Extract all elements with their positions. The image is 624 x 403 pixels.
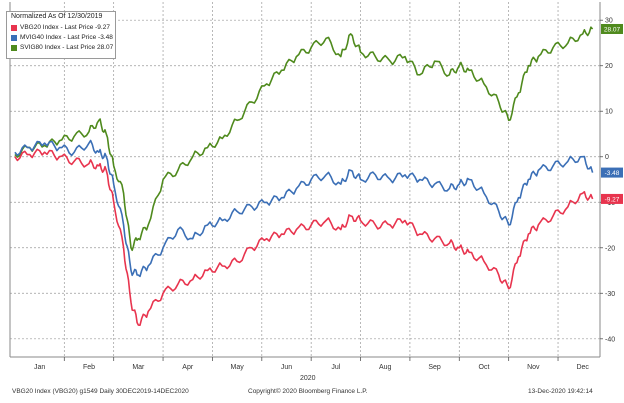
legend-swatch-mvig40 xyxy=(11,34,17,41)
end-labels: 28.07 -3.48 -9.27 xyxy=(601,23,623,204)
x-tick-label: Jun xyxy=(281,364,292,371)
legend-item-mvig40: MVIG40 Index - Last Price -3.48 xyxy=(11,33,113,42)
last-value-label: -3.48 xyxy=(605,170,620,177)
x-tick-label: Aug xyxy=(379,364,392,371)
x-axis: Jan Feb Mar Apr May Jun Jul Aug Sep Oct Nov Dec xyxy=(34,357,589,371)
last-value-tag xyxy=(601,193,623,204)
last-value-tag xyxy=(601,23,623,34)
y-tick-label: 20 xyxy=(605,63,613,70)
last-value-tag xyxy=(601,167,623,178)
series-line xyxy=(14,139,594,278)
x-tick-label: Feb xyxy=(83,364,95,371)
x-tick-label: Nov xyxy=(527,364,540,371)
legend-label-vbg20: VBG20 Index - Last Price -9.27 xyxy=(20,24,110,31)
x-tick-label: Jan xyxy=(34,364,45,371)
y-tick-label: -40 xyxy=(605,336,615,343)
legend-label-mvig40: MVIG40 Index - Last Price -3.48 xyxy=(20,34,113,41)
legend: Normalized As Of 12/30/2019 VBG20 Index … xyxy=(6,11,116,59)
legend-label-svig80: SVIG80 Index - Last Price 28.07 xyxy=(20,44,114,51)
series-line xyxy=(14,26,594,252)
footer-center: Copyright© 2020 Bloomberg Finance L.P. xyxy=(248,388,368,395)
x-tick-label: May xyxy=(230,364,244,371)
x-tick-label: Sep xyxy=(428,364,441,371)
series-line xyxy=(14,148,594,326)
y-tick-label: 10 xyxy=(605,109,613,116)
x-tick-label: Apr xyxy=(182,364,194,371)
legend-swatch-svig80 xyxy=(11,44,17,51)
x-tick-label: Dec xyxy=(576,364,589,371)
legend-item-svig80: SVIG80 Index - Last Price 28.07 xyxy=(11,43,113,52)
series-layer xyxy=(14,26,594,326)
y-tick-label: 30 xyxy=(605,18,613,25)
x-tick-label: Jul xyxy=(331,364,340,371)
x-axis-title: 2020 xyxy=(300,375,316,382)
footer-right: 13-Dec-2020 19:42:14 xyxy=(528,388,593,395)
legend-swatch-vbg20 xyxy=(11,24,17,31)
legend-item-vbg20: VBG20 Index - Last Price -9.27 xyxy=(11,23,110,32)
y-tick-label: -30 xyxy=(605,291,615,298)
footer-left: VBG20 Index (VBG20) g1549 Daily 30DEC201… xyxy=(12,388,189,395)
y-tick-label: -20 xyxy=(605,245,615,252)
last-value-label: -9.27 xyxy=(605,196,620,203)
x-tick-label: Mar xyxy=(132,364,145,371)
y-tick-label: 0 xyxy=(605,154,609,161)
x-tick-label: Oct xyxy=(479,364,490,371)
last-value-label: 28.07 xyxy=(604,26,621,33)
legend-title: Normalized As Of 12/30/2019 xyxy=(11,13,103,20)
